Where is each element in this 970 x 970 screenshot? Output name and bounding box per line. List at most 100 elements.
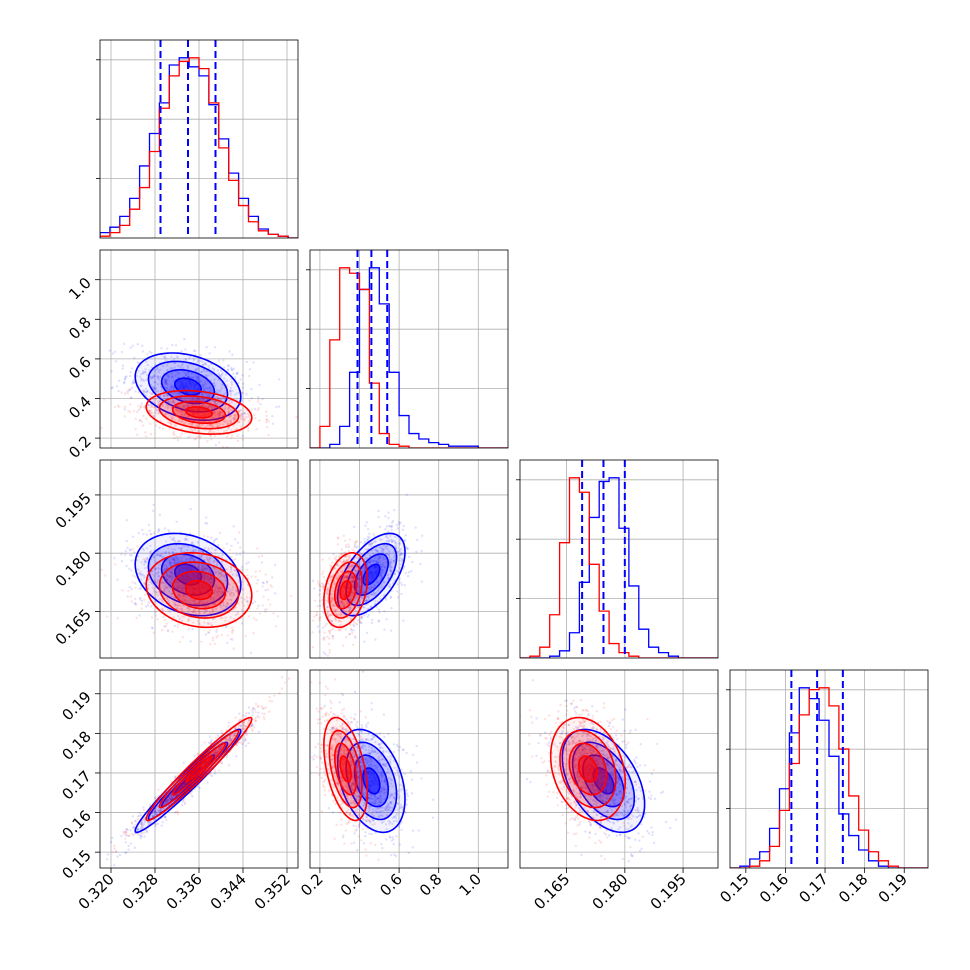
point: [156, 376, 160, 380]
point: [201, 364, 205, 367]
point: [213, 548, 216, 552]
point: [230, 544, 233, 548]
point: [187, 558, 191, 561]
point: [225, 602, 229, 605]
point: [387, 576, 390, 580]
point: [265, 420, 268, 424]
point: [178, 546, 181, 550]
point: [219, 398, 223, 401]
point: [153, 580, 157, 583]
point: [177, 622, 180, 626]
point: [127, 389, 131, 392]
point: [116, 617, 119, 620]
point: [137, 369, 140, 372]
point: [399, 521, 402, 524]
point: [178, 392, 181, 395]
point: [190, 427, 194, 430]
point: [226, 422, 230, 425]
point: [141, 378, 144, 381]
point: [393, 541, 397, 544]
point: [326, 635, 329, 638]
point: [245, 568, 249, 572]
point: [218, 374, 221, 377]
point: [363, 606, 366, 609]
point: [144, 435, 148, 438]
point: [143, 390, 146, 394]
point: [184, 538, 187, 541]
point: [352, 576, 355, 579]
point: [367, 528, 370, 531]
point: [146, 363, 150, 367]
point: [219, 375, 223, 378]
point: [221, 591, 225, 594]
point: [215, 636, 218, 639]
point: [159, 368, 162, 372]
point: [166, 368, 169, 372]
point: [243, 412, 247, 415]
point: [142, 558, 146, 561]
point: [217, 588, 221, 592]
point: [326, 654, 330, 657]
point: [255, 618, 258, 622]
point: [248, 399, 251, 402]
point: [156, 403, 160, 406]
point: [194, 368, 198, 371]
point: [270, 576, 274, 579]
point: [189, 507, 192, 511]
point: [126, 391, 130, 395]
point: [369, 559, 373, 562]
point: [186, 405, 189, 408]
point: [228, 449, 230, 451]
point: [170, 575, 173, 579]
point: [219, 369, 223, 372]
point: [214, 571, 217, 574]
point: [173, 357, 176, 360]
point: [148, 391, 152, 394]
point: [405, 493, 408, 497]
point: [118, 853, 122, 857]
point: [137, 408, 140, 412]
point: [209, 581, 212, 584]
point: [179, 435, 182, 438]
point: [196, 398, 200, 401]
point: [178, 595, 182, 598]
point: [128, 549, 132, 552]
point: [170, 578, 173, 581]
point: [216, 570, 219, 573]
point: [367, 613, 370, 617]
point: [131, 535, 135, 538]
point: [145, 547, 149, 550]
point: [113, 406, 117, 409]
point: [180, 410, 184, 413]
point: [142, 372, 145, 375]
point: [220, 587, 223, 590]
point: [227, 721, 230, 724]
point: [164, 381, 167, 384]
point: [332, 553, 335, 556]
point: [205, 522, 209, 525]
point: [224, 391, 227, 395]
point: [378, 597, 382, 600]
point: [154, 593, 158, 596]
point: [242, 588, 245, 591]
point: [365, 599, 369, 602]
point: [200, 549, 203, 553]
point: [211, 610, 214, 613]
point: [337, 537, 340, 540]
point: [134, 586, 137, 590]
point: [189, 435, 192, 438]
point: [222, 607, 225, 610]
point: [210, 399, 214, 402]
point: [165, 565, 168, 568]
point: [173, 436, 176, 440]
point: [240, 565, 244, 569]
point: [209, 551, 212, 554]
point: [230, 626, 234, 629]
point: [231, 594, 234, 598]
point: [360, 616, 363, 619]
point: [340, 553, 343, 556]
point: [395, 523, 398, 527]
point: [330, 565, 333, 568]
point: [227, 407, 230, 410]
point: [247, 414, 251, 418]
